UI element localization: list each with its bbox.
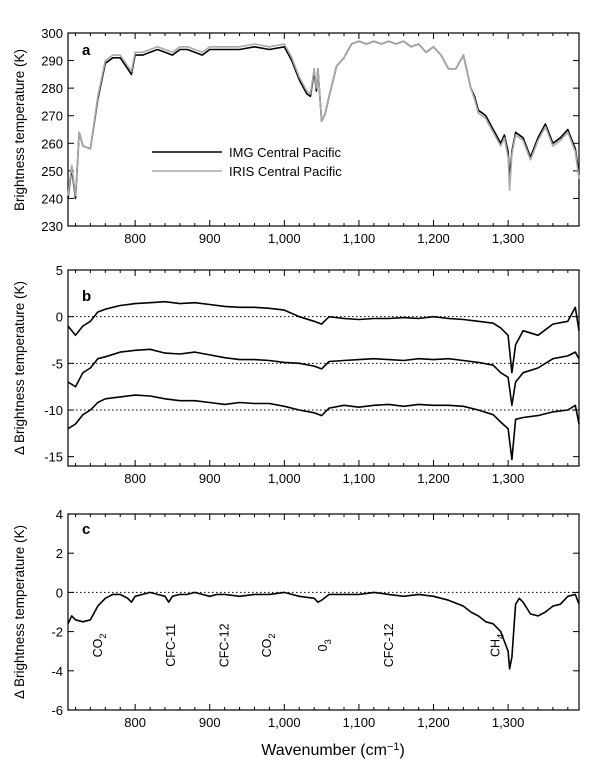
x-axis-title: Wavenumber (cm−1) — [261, 741, 405, 759]
series-line-b-0 — [67, 300, 580, 374]
molecule-label-main: CH — [488, 639, 502, 657]
legend: IMG Central Pacific IRIS Central Pacific — [152, 145, 342, 179]
y-tick-label: 290 — [41, 54, 63, 69]
y-tick-label: 270 — [41, 109, 63, 124]
x-axis-title-main: Wavenumber (cm — [261, 742, 387, 759]
molecule-label: CO2 — [91, 633, 109, 657]
x-tick-label: 900 — [199, 715, 221, 730]
x-tick-label: 1,100 — [343, 471, 376, 486]
y-tick-label: 0 — [56, 310, 63, 325]
y-tick-label: -6 — [51, 703, 63, 718]
series-line-c-0 — [67, 591, 580, 670]
x-tick-label: 1,300 — [492, 471, 525, 486]
series-line-b-1 — [67, 348, 580, 407]
y-tick-label: 300 — [41, 26, 63, 41]
y-tick-label: -4 — [51, 664, 63, 679]
molecule-label-main: CO — [91, 638, 105, 657]
panel-c-ylabel: Δ Brightness temperature (K) — [12, 525, 27, 699]
molecule-label: CFC-12 — [218, 623, 232, 667]
x-tick-label: 1,100 — [343, 715, 376, 730]
y-tick-label: -2 — [51, 625, 63, 640]
x-tick-label: 1,200 — [417, 231, 450, 246]
x-axis-title-sup: −1 — [387, 741, 400, 753]
panel-a-ylabel: Brightness temperature (K) — [12, 49, 27, 211]
x-tick-label: 1,300 — [492, 715, 525, 730]
molecule-label: CH4 — [488, 634, 506, 657]
series-line-a-1 — [67, 40, 580, 197]
panel-a: a Brightness temperature (K) 800 900 1,000… — [12, 26, 580, 246]
molecule-label-subscript: 4 — [495, 634, 506, 639]
x-tick-label: 1,000 — [268, 715, 301, 730]
panel-c: c Δ Brightness temperature (K) 800 900 1,0… — [12, 507, 580, 730]
y-tick-label: 0 — [56, 585, 63, 600]
y-tick-label: 280 — [41, 81, 63, 96]
molecule-label-subscript: 3 — [323, 639, 334, 644]
molecule-label: CFC-12 — [382, 623, 396, 667]
x-axis-title-close: ) — [399, 742, 404, 759]
legend-label-iris: IRIS Central Pacific — [229, 164, 342, 179]
molecule-label-main: CFC-12 — [382, 623, 396, 667]
molecule-label: CO2 — [260, 633, 278, 657]
y-tick-label: 230 — [41, 219, 63, 234]
legend-label-img: IMG Central Pacific — [229, 145, 341, 160]
molecule-label-main: CFC-12 — [218, 623, 232, 667]
panel-a-letter: a — [82, 42, 91, 59]
panel-b-letter: b — [82, 288, 91, 305]
y-tick-label: 4 — [56, 507, 63, 522]
molecule-label: CFC-11 — [164, 624, 178, 667]
x-tick-label: 1,300 — [492, 231, 525, 246]
panel-b-ylabel: Δ Brightness temperature (K) — [12, 281, 27, 455]
y-tick-label: 5 — [56, 263, 63, 278]
panel-c-ticks: 800 900 1,000 1,100 1,200 1,300 4 2 0 -2 -4 -6 — [51, 507, 579, 730]
x-tick-label: 900 — [199, 231, 221, 246]
panel-b: b Δ Brightness temperature (K) 800 900 1,0… — [12, 263, 580, 486]
y-tick-label: 240 — [41, 191, 63, 206]
x-tick-label: 1,200 — [417, 715, 450, 730]
molecule-label: 03 — [316, 639, 334, 651]
panel-b-reference-lines — [68, 316, 579, 411]
x-tick-label: 1,200 — [417, 471, 450, 486]
panel-b-series — [67, 300, 580, 461]
molecule-label-main: 0 — [316, 644, 330, 651]
molecule-label-subscript: 2 — [98, 633, 109, 638]
x-tick-label: 1,000 — [268, 471, 301, 486]
panel-a-ticks: 800 900 1,000 1,100 1,200 1,300 230 240 250 260 27… — [41, 26, 579, 246]
molecule-label-main: CFC-11 — [164, 624, 178, 667]
y-tick-label: -15 — [44, 450, 63, 465]
panel-c-letter: c — [82, 521, 90, 538]
panel-a-series — [67, 40, 580, 200]
x-tick-label: 800 — [124, 471, 146, 486]
panel-c-frame — [67, 513, 580, 711]
y-tick-label: -5 — [51, 356, 63, 371]
panel-c-series — [67, 591, 580, 670]
x-tick-label: 800 — [124, 715, 146, 730]
x-tick-label: 800 — [124, 231, 146, 246]
y-tick-label: 250 — [41, 164, 63, 179]
x-tick-label: 900 — [199, 471, 221, 486]
panel-b-ticks: 800 900 1,000 1,100 1,200 1,300 5 0 -5 -10 -15 — [44, 263, 579, 486]
molecule-label-main: CO — [260, 638, 274, 657]
x-tick-label: 1,000 — [268, 231, 301, 246]
x-tick-label: 1,100 — [343, 231, 376, 246]
y-tick-label: 260 — [41, 136, 63, 151]
y-tick-label: -10 — [44, 403, 63, 418]
y-tick-label: 2 — [56, 546, 63, 561]
panel-b-frame — [67, 269, 580, 467]
series-line-b-2 — [67, 394, 580, 461]
molecule-label-subscript: 2 — [267, 633, 278, 638]
panel-a-frame — [67, 32, 580, 227]
